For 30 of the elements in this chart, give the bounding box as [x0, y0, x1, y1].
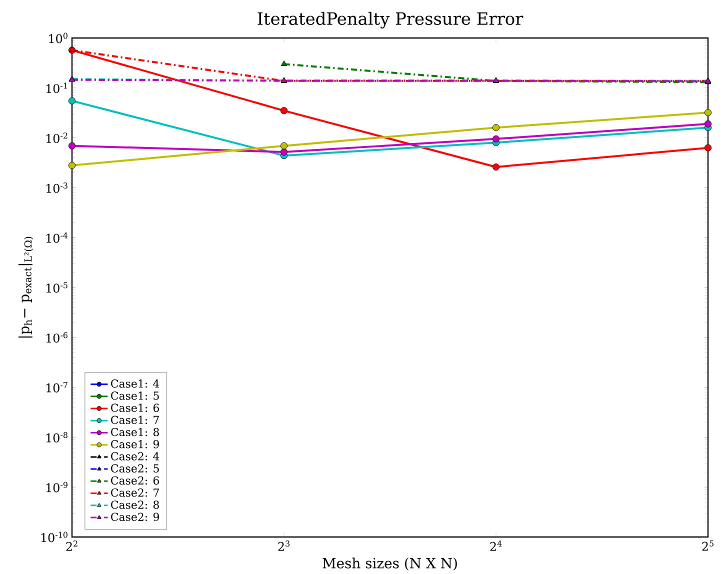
- legend-label: Case2: 4: [111, 452, 160, 460]
- chart-title: IteratedPenalty Pressure Error: [258, 12, 524, 29]
- y-tick-label: 10$^{-6}$: [46, 332, 68, 343]
- y-tick-label: 10$^{-4}$: [46, 232, 68, 243]
- x-tick-label: 2$^{5}$: [702, 540, 714, 551]
- legend-label: Case2: 5: [111, 464, 159, 473]
- legend-label: Case1: 7: [111, 416, 159, 424]
- y-tick-label: 10$^{-10}$: [41, 532, 68, 542]
- y-tick-label: 10$^{-7}$: [46, 382, 68, 392]
- legend-label: Case2: 6: [111, 476, 160, 485]
- legend-label: Case1: 4: [111, 379, 160, 388]
- y-tick-label: 10$^{-9}$: [46, 482, 68, 492]
- legend-label: Case2: 8: [111, 500, 159, 509]
- y-axis-title: |p$_{h}$− p$_{exact}$|$_{L²(Ω)}$: [18, 236, 34, 338]
- x-tick-label: 2$^{2}$: [66, 540, 78, 551]
- y-tick-label: 10$^{0}$: [49, 32, 68, 44]
- legend-label: Case2: 7: [111, 488, 159, 497]
- x-axis-title: Mesh sizes (N X N): [322, 558, 457, 570]
- x-tick-label: 2$^{4}$: [490, 540, 502, 551]
- x-tick-label: 2$^{3}$: [278, 540, 290, 551]
- y-tick-label: 10$^{-1}$: [46, 82, 67, 94]
- y-tick-label: 10$^{-8}$: [46, 432, 68, 442]
- legend-label: Case1: 6: [111, 404, 160, 412]
- legend-label: Case2: 9: [111, 512, 159, 522]
- legend-label: Case1: 5: [111, 392, 159, 400]
- legend-label: Case1: 9: [111, 440, 159, 448]
- y-tick-label: 10$^{-3}$: [46, 182, 68, 193]
- y-tick-label: 10$^{-2}$: [46, 132, 68, 144]
- y-tick-label: 10$^{-5}$: [46, 282, 68, 293]
- legend-label: Case1: 8: [111, 428, 159, 436]
